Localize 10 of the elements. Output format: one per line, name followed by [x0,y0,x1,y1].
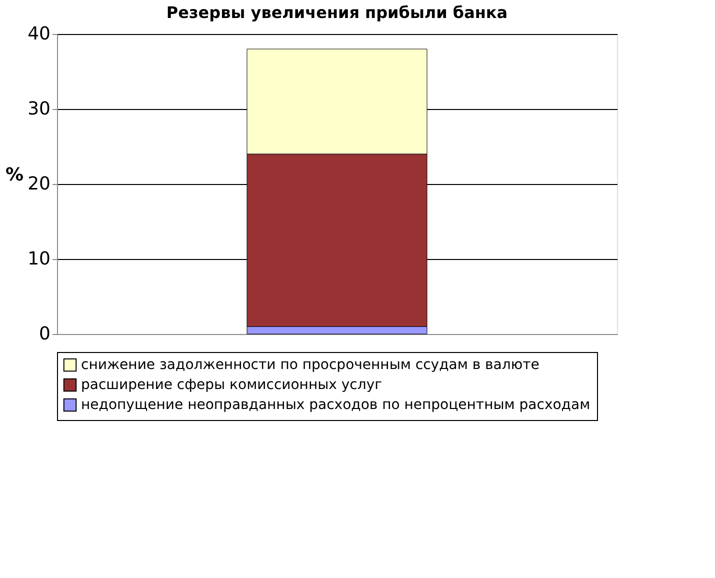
legend-label: снижение задолженности по просроченным ссудам в валюте [81,357,540,373]
chart-title: Резервы увеличения прибыли банка [166,3,508,22]
y-axis-title: % [6,164,24,186]
y-tick-label: 20 [28,174,50,194]
y-tick-label: 30 [28,98,50,120]
legend-label: недопущение неоправданных расходов по непроцентным расходам [81,397,590,413]
legend-label: расширение сферы комиссионных услуг [81,377,382,393]
y-tick-label: 0 [39,324,50,344]
y-tick-label: 10 [28,248,50,270]
y-tick-label: 40 [28,24,50,44]
